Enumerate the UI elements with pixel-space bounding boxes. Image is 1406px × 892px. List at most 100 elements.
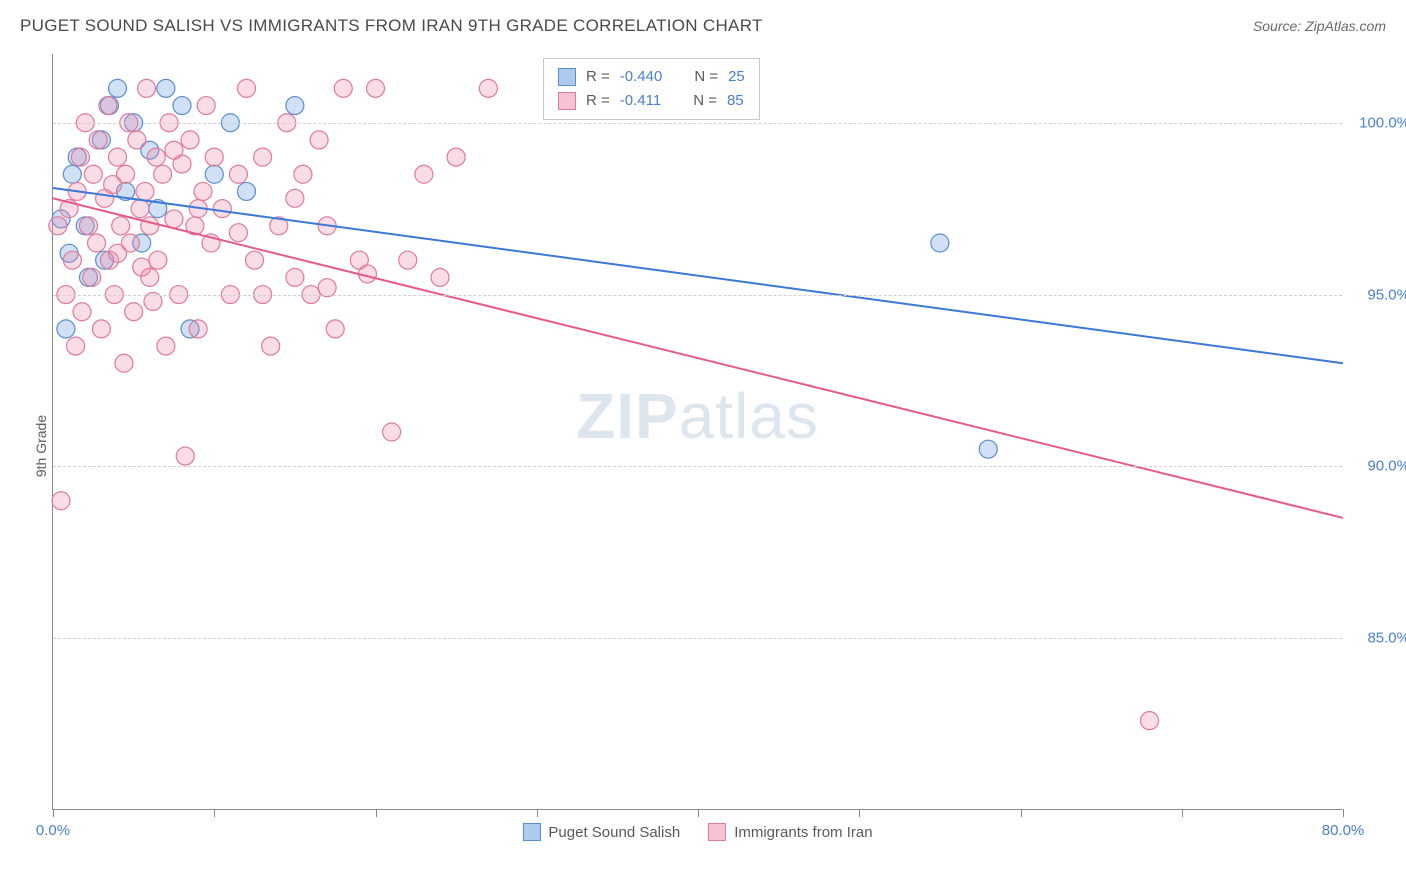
swatch-series-1 xyxy=(558,92,576,110)
y-tick-label: 85.0% xyxy=(1367,630,1406,647)
y-tick-label: 95.0% xyxy=(1367,286,1406,303)
scatter-point xyxy=(157,79,175,97)
scatter-point xyxy=(115,354,133,372)
scatter-point xyxy=(431,268,449,286)
scatter-point xyxy=(399,251,417,269)
scatter-point xyxy=(49,217,67,235)
legend-swatch-1 xyxy=(708,823,726,841)
scatter-point xyxy=(447,148,465,166)
scatter-point xyxy=(176,447,194,465)
scatter-svg xyxy=(53,54,1342,809)
scatter-point xyxy=(147,148,165,166)
x-tick xyxy=(698,809,699,817)
scatter-point xyxy=(136,182,154,200)
trend-line xyxy=(53,198,1343,518)
scatter-point xyxy=(479,79,497,97)
scatter-point xyxy=(112,217,130,235)
x-tick xyxy=(376,809,377,817)
scatter-point xyxy=(99,97,117,115)
scatter-point xyxy=(254,148,272,166)
scatter-point xyxy=(63,251,81,269)
y-axis-label: 9th Grade xyxy=(33,415,49,477)
gridline-h xyxy=(53,466,1342,467)
scatter-point xyxy=(326,320,344,338)
legend-item-0: Puget Sound Salish xyxy=(522,823,680,841)
scatter-point xyxy=(157,337,175,355)
scatter-point xyxy=(109,148,127,166)
scatter-point xyxy=(83,268,101,286)
trend-line xyxy=(53,188,1343,363)
legend-row-series-0: R = -0.440 N = 25 xyxy=(558,65,745,89)
scatter-point xyxy=(141,268,159,286)
scatter-point xyxy=(205,165,223,183)
scatter-point xyxy=(286,189,304,207)
scatter-point xyxy=(286,97,304,115)
scatter-point xyxy=(194,182,212,200)
scatter-point xyxy=(141,217,159,235)
swatch-series-0 xyxy=(558,68,576,86)
scatter-point xyxy=(213,200,231,218)
scatter-point xyxy=(92,320,110,338)
scatter-point xyxy=(109,79,127,97)
scatter-point xyxy=(415,165,433,183)
x-tick xyxy=(1021,809,1022,817)
scatter-point xyxy=(189,320,207,338)
scatter-point xyxy=(246,251,264,269)
scatter-point xyxy=(229,224,247,242)
legend-label-0: Puget Sound Salish xyxy=(548,824,680,841)
n-label-0: N = xyxy=(694,65,718,89)
scatter-point xyxy=(109,244,127,262)
scatter-point xyxy=(57,320,75,338)
scatter-point xyxy=(197,97,215,115)
scatter-point xyxy=(294,165,312,183)
x-tick xyxy=(1182,809,1183,817)
scatter-point xyxy=(931,234,949,252)
scatter-point xyxy=(310,131,328,149)
correlation-legend: R = -0.440 N = 25 R = -0.411 N = 85 xyxy=(543,58,760,120)
x-tick-label: 0.0% xyxy=(36,822,70,839)
scatter-point xyxy=(138,79,156,97)
x-tick xyxy=(214,809,215,817)
scatter-point xyxy=(88,234,106,252)
scatter-point xyxy=(165,141,183,159)
x-tick xyxy=(859,809,860,817)
scatter-point xyxy=(367,79,385,97)
scatter-point xyxy=(73,303,91,321)
gridline-h xyxy=(53,295,1342,296)
gridline-h xyxy=(53,123,1342,124)
scatter-point xyxy=(383,423,401,441)
scatter-point xyxy=(128,131,146,149)
legend-row-series-1: R = -0.411 N = 85 xyxy=(558,89,745,113)
x-tick-label: 80.0% xyxy=(1322,822,1365,839)
scatter-point xyxy=(67,337,85,355)
scatter-point xyxy=(63,165,81,183)
x-tick xyxy=(53,809,54,817)
gridline-h xyxy=(53,638,1342,639)
scatter-point xyxy=(149,251,167,269)
scatter-point xyxy=(52,492,70,510)
scatter-point xyxy=(205,148,223,166)
x-tick xyxy=(1343,809,1344,817)
scatter-point xyxy=(84,165,102,183)
scatter-point xyxy=(181,131,199,149)
chart-title: PUGET SOUND SALISH VS IMMIGRANTS FROM IR… xyxy=(20,16,763,36)
chart-plot-area: ZIPatlas R = -0.440 N = 25 R = -0.411 N … xyxy=(52,54,1342,810)
scatter-point xyxy=(1141,712,1159,730)
n-value-1: 85 xyxy=(727,89,744,113)
series-legend: Puget Sound Salish Immigrants from Iran xyxy=(522,823,872,841)
scatter-point xyxy=(125,303,143,321)
scatter-point xyxy=(71,148,89,166)
scatter-point xyxy=(89,131,107,149)
scatter-point xyxy=(79,217,97,235)
legend-swatch-0 xyxy=(522,823,540,841)
r-value-1: -0.411 xyxy=(620,89,661,113)
scatter-point xyxy=(979,440,997,458)
scatter-point xyxy=(262,337,280,355)
y-tick-label: 90.0% xyxy=(1367,458,1406,475)
scatter-point xyxy=(334,79,352,97)
scatter-point xyxy=(238,79,256,97)
r-label-1: R = xyxy=(586,89,610,113)
scatter-point xyxy=(117,165,135,183)
n-value-0: 25 xyxy=(728,65,745,89)
r-value-0: -0.440 xyxy=(620,65,663,89)
